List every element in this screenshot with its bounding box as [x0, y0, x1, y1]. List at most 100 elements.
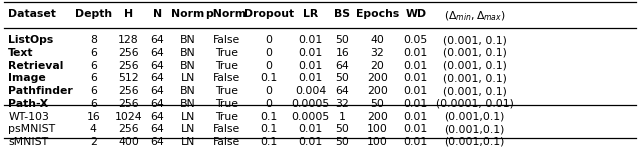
Text: 0.01: 0.01 [298, 48, 323, 58]
Text: True: True [214, 61, 237, 71]
Text: pNorm: pNorm [205, 9, 246, 19]
Text: 64: 64 [150, 124, 164, 134]
Text: 16: 16 [86, 112, 100, 122]
Text: 64: 64 [335, 61, 349, 71]
Text: True: True [214, 99, 237, 109]
Text: BN: BN [180, 48, 196, 58]
Text: False: False [212, 35, 240, 45]
Text: 0.01: 0.01 [404, 86, 428, 96]
Text: BN: BN [180, 86, 196, 96]
Text: 128: 128 [118, 35, 139, 45]
Text: 50: 50 [335, 73, 349, 83]
Text: (0.001,0.1): (0.001,0.1) [444, 124, 505, 134]
Text: (0.001, 0.1): (0.001, 0.1) [443, 73, 506, 83]
Text: Retrieval: Retrieval [8, 61, 64, 71]
Text: psMNIST: psMNIST [8, 124, 56, 134]
Text: 0.01: 0.01 [298, 35, 323, 45]
Text: False: False [212, 137, 240, 147]
Text: Epochs: Epochs [356, 9, 399, 19]
Text: 6: 6 [90, 99, 97, 109]
Text: Pathfinder: Pathfinder [8, 86, 73, 96]
Text: 0: 0 [266, 99, 273, 109]
Text: 0.01: 0.01 [298, 124, 323, 134]
Text: ListOps: ListOps [8, 35, 54, 45]
Text: 0.01: 0.01 [298, 137, 323, 147]
Text: 1: 1 [339, 112, 346, 122]
Text: Norm: Norm [171, 9, 204, 19]
Text: 6: 6 [90, 86, 97, 96]
Text: 256: 256 [118, 86, 139, 96]
Text: 512: 512 [118, 73, 139, 83]
Text: 0.1: 0.1 [260, 124, 278, 134]
Text: 0.0005: 0.0005 [291, 112, 330, 122]
Text: 64: 64 [335, 86, 349, 96]
Text: 64: 64 [150, 137, 164, 147]
Text: 1024: 1024 [115, 112, 142, 122]
Text: 100: 100 [367, 137, 388, 147]
Text: 0.01: 0.01 [404, 61, 428, 71]
Text: 2: 2 [90, 137, 97, 147]
Text: N: N [152, 9, 162, 19]
Text: 50: 50 [335, 35, 349, 45]
Text: sMNIST: sMNIST [8, 137, 49, 147]
Text: 200: 200 [367, 86, 388, 96]
Text: 0.01: 0.01 [404, 112, 428, 122]
Text: True: True [214, 86, 237, 96]
Text: WD: WD [405, 9, 426, 19]
Text: 0: 0 [266, 86, 273, 96]
Text: 64: 64 [150, 112, 164, 122]
Text: 20: 20 [371, 61, 385, 71]
Text: 4: 4 [90, 124, 97, 134]
Text: WT-103: WT-103 [8, 112, 49, 122]
Text: (0.001,0.1): (0.001,0.1) [444, 112, 505, 122]
Text: LN: LN [180, 124, 195, 134]
Text: LN: LN [180, 112, 195, 122]
Text: 0: 0 [266, 61, 273, 71]
Text: 100: 100 [367, 124, 388, 134]
Text: Depth: Depth [75, 9, 112, 19]
Text: 200: 200 [367, 112, 388, 122]
Text: 64: 64 [150, 86, 164, 96]
Text: (0.0001, 0.01): (0.0001, 0.01) [436, 99, 513, 109]
Text: 0.01: 0.01 [298, 73, 323, 83]
Text: 0.0005: 0.0005 [291, 99, 330, 109]
Text: False: False [212, 124, 240, 134]
Text: Dropout: Dropout [244, 9, 294, 19]
Text: Path-X: Path-X [8, 99, 49, 109]
Text: 32: 32 [335, 99, 349, 109]
Text: LR: LR [303, 9, 318, 19]
Text: 256: 256 [118, 124, 139, 134]
Text: (0.001, 0.1): (0.001, 0.1) [443, 35, 506, 45]
Text: 0.01: 0.01 [298, 61, 323, 71]
Text: True: True [214, 48, 237, 58]
Text: 0.01: 0.01 [404, 137, 428, 147]
Text: 0.05: 0.05 [404, 35, 428, 45]
Text: 8: 8 [90, 35, 97, 45]
Text: 0.01: 0.01 [404, 48, 428, 58]
Text: (0.001, 0.1): (0.001, 0.1) [443, 48, 506, 58]
Text: 0.1: 0.1 [260, 73, 278, 83]
Text: LN: LN [180, 73, 195, 83]
Text: True: True [214, 112, 237, 122]
Text: 64: 64 [150, 73, 164, 83]
Text: 0: 0 [266, 35, 273, 45]
Text: 64: 64 [150, 61, 164, 71]
Text: 64: 64 [150, 48, 164, 58]
Text: 256: 256 [118, 48, 139, 58]
Text: BS: BS [334, 9, 350, 19]
Text: BN: BN [180, 61, 196, 71]
Text: 0: 0 [266, 48, 273, 58]
Text: 50: 50 [335, 124, 349, 134]
Text: 200: 200 [367, 73, 388, 83]
Text: 50: 50 [371, 99, 385, 109]
Text: False: False [212, 73, 240, 83]
Text: LN: LN [180, 137, 195, 147]
Text: 0.01: 0.01 [404, 124, 428, 134]
Text: 50: 50 [335, 137, 349, 147]
Text: 40: 40 [371, 35, 385, 45]
Text: 0.01: 0.01 [404, 99, 428, 109]
Text: 64: 64 [150, 99, 164, 109]
Text: 64: 64 [150, 35, 164, 45]
Text: 6: 6 [90, 73, 97, 83]
Text: Image: Image [8, 73, 46, 83]
